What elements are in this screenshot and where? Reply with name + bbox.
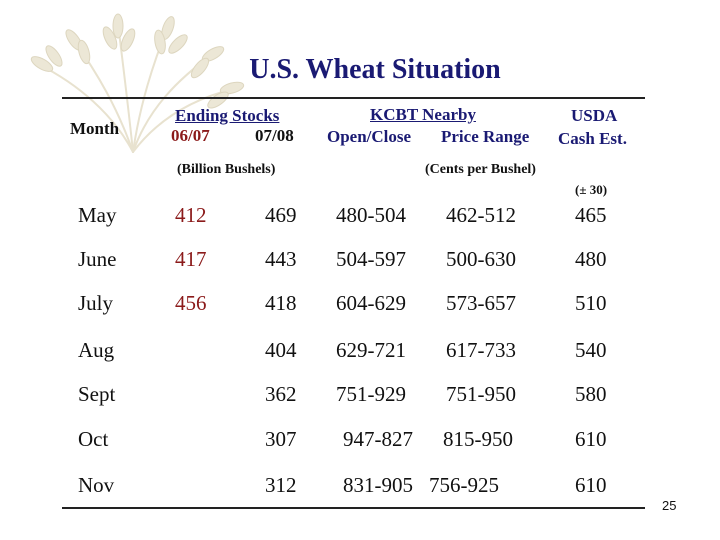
stocks-0708-cell: 404 (265, 338, 297, 362)
open-close-cell: 751-929 (336, 382, 406, 406)
stocks-0708-cell: 418 (265, 291, 297, 315)
price-range-cell: 756-925 (429, 473, 499, 497)
month-cell: July (78, 291, 114, 315)
open-close-cell: 947-827 (343, 427, 413, 451)
price-range-cell: 751-950 (446, 382, 516, 406)
open-close-cell: 831-905 (343, 473, 413, 497)
price-range-cell: 573-657 (446, 291, 516, 315)
cash-est-cell: 480 (575, 247, 607, 271)
open-close-cell: 604-629 (336, 291, 406, 315)
price-range-cell: 815-950 (443, 427, 513, 451)
price-range-header: Price Range (441, 127, 530, 146)
stocks-0708-cell: 469 (265, 203, 297, 227)
stocks-0607-cell: 412 (175, 203, 207, 227)
month-cell: Aug (78, 338, 115, 362)
year-0708-header: 07/08 (255, 126, 294, 145)
top-rule (62, 97, 645, 99)
usda-header: USDA (571, 106, 618, 125)
price-range-cell: 462-512 (446, 203, 516, 227)
month-cell: Oct (78, 427, 109, 451)
stocks-0607-cell: 417 (175, 247, 207, 271)
page-title: U.S. Wheat Situation (249, 54, 501, 85)
open-close-cell: 504-597 (336, 247, 406, 271)
cash-est-cell: 580 (575, 382, 607, 406)
cash-est-cell: 610 (575, 473, 607, 497)
stocks-0708-cell: 362 (265, 382, 297, 406)
plus-minus-label: (± 30) (575, 182, 608, 197)
month-header: Month (70, 119, 120, 138)
wheat-sheaf-icon (30, 13, 245, 153)
cash-est-cell: 465 (575, 203, 607, 227)
month-cell: May (78, 203, 117, 227)
stocks-0708-cell: 307 (265, 427, 297, 451)
open-close-header: Open/Close (327, 127, 412, 146)
open-close-cell: 480-504 (336, 203, 406, 227)
cash-est-header: Cash Est. (558, 129, 627, 148)
ending-stocks-header: Ending Stocks (175, 106, 280, 125)
kcbt-nearby-header: KCBT Nearby (370, 105, 476, 124)
stocks-0708-cell: 443 (265, 247, 297, 271)
stocks-0607-cell: 456 (175, 291, 207, 315)
month-cell: Sept (78, 382, 116, 406)
price-range-cell: 500-630 (446, 247, 516, 271)
page-number: 25 (662, 498, 677, 513)
open-close-cell: 629-721 (336, 338, 406, 362)
month-cell: Nov (78, 473, 115, 497)
year-0607-header: 06/07 (171, 126, 210, 145)
cash-est-cell: 610 (575, 427, 607, 451)
cash-est-cell: 510 (575, 291, 607, 315)
cash-est-cell: 540 (575, 338, 607, 362)
billion-bushels-label: (Billion Bushels) (177, 162, 276, 177)
stocks-0708-cell: 312 (265, 473, 297, 497)
month-cell: June (78, 247, 117, 271)
bottom-rule (62, 507, 645, 509)
price-range-cell: 617-733 (446, 338, 516, 362)
cents-per-bushel-label: (Cents per Bushel) (425, 162, 536, 177)
